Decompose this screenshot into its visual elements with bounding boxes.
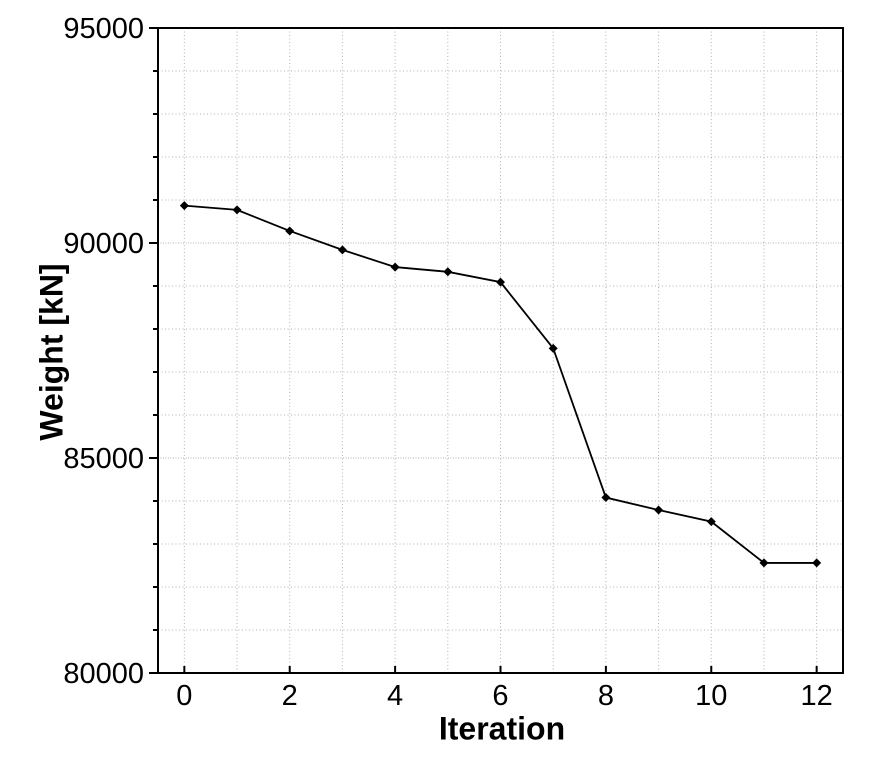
x-axis-title: Iteration xyxy=(438,710,566,747)
data-point-marker xyxy=(179,201,189,211)
data-point-marker xyxy=(759,558,769,568)
x-tick-label: 8 xyxy=(598,680,614,712)
x-tick-label: 0 xyxy=(176,680,192,712)
data-point-marker xyxy=(390,262,400,272)
data-point-marker xyxy=(654,505,664,515)
x-tick-label: 12 xyxy=(801,680,833,712)
data-point-marker xyxy=(496,277,505,287)
y-tick-label: 85000 xyxy=(63,443,144,475)
data-point-marker xyxy=(285,226,295,236)
data-point-marker xyxy=(232,205,242,215)
x-tick-label: 2 xyxy=(282,680,298,712)
data-point-marker xyxy=(812,558,822,568)
data-point-marker xyxy=(601,493,611,503)
x-tick-label: 10 xyxy=(695,680,727,712)
data-point-marker xyxy=(443,267,453,277)
data-point-marker xyxy=(706,517,716,527)
y-tick-label: 90000 xyxy=(63,228,144,260)
y-tick-label: 80000 xyxy=(63,658,144,690)
y-axis-title: Weight [kN] xyxy=(33,263,70,441)
data-point-marker xyxy=(548,343,558,353)
data-point-marker xyxy=(337,245,347,255)
plot-border xyxy=(157,27,844,674)
x-tick-label: 6 xyxy=(492,680,508,712)
y-tick-label: 95000 xyxy=(63,13,144,45)
x-tick-label: 4 xyxy=(387,680,403,712)
